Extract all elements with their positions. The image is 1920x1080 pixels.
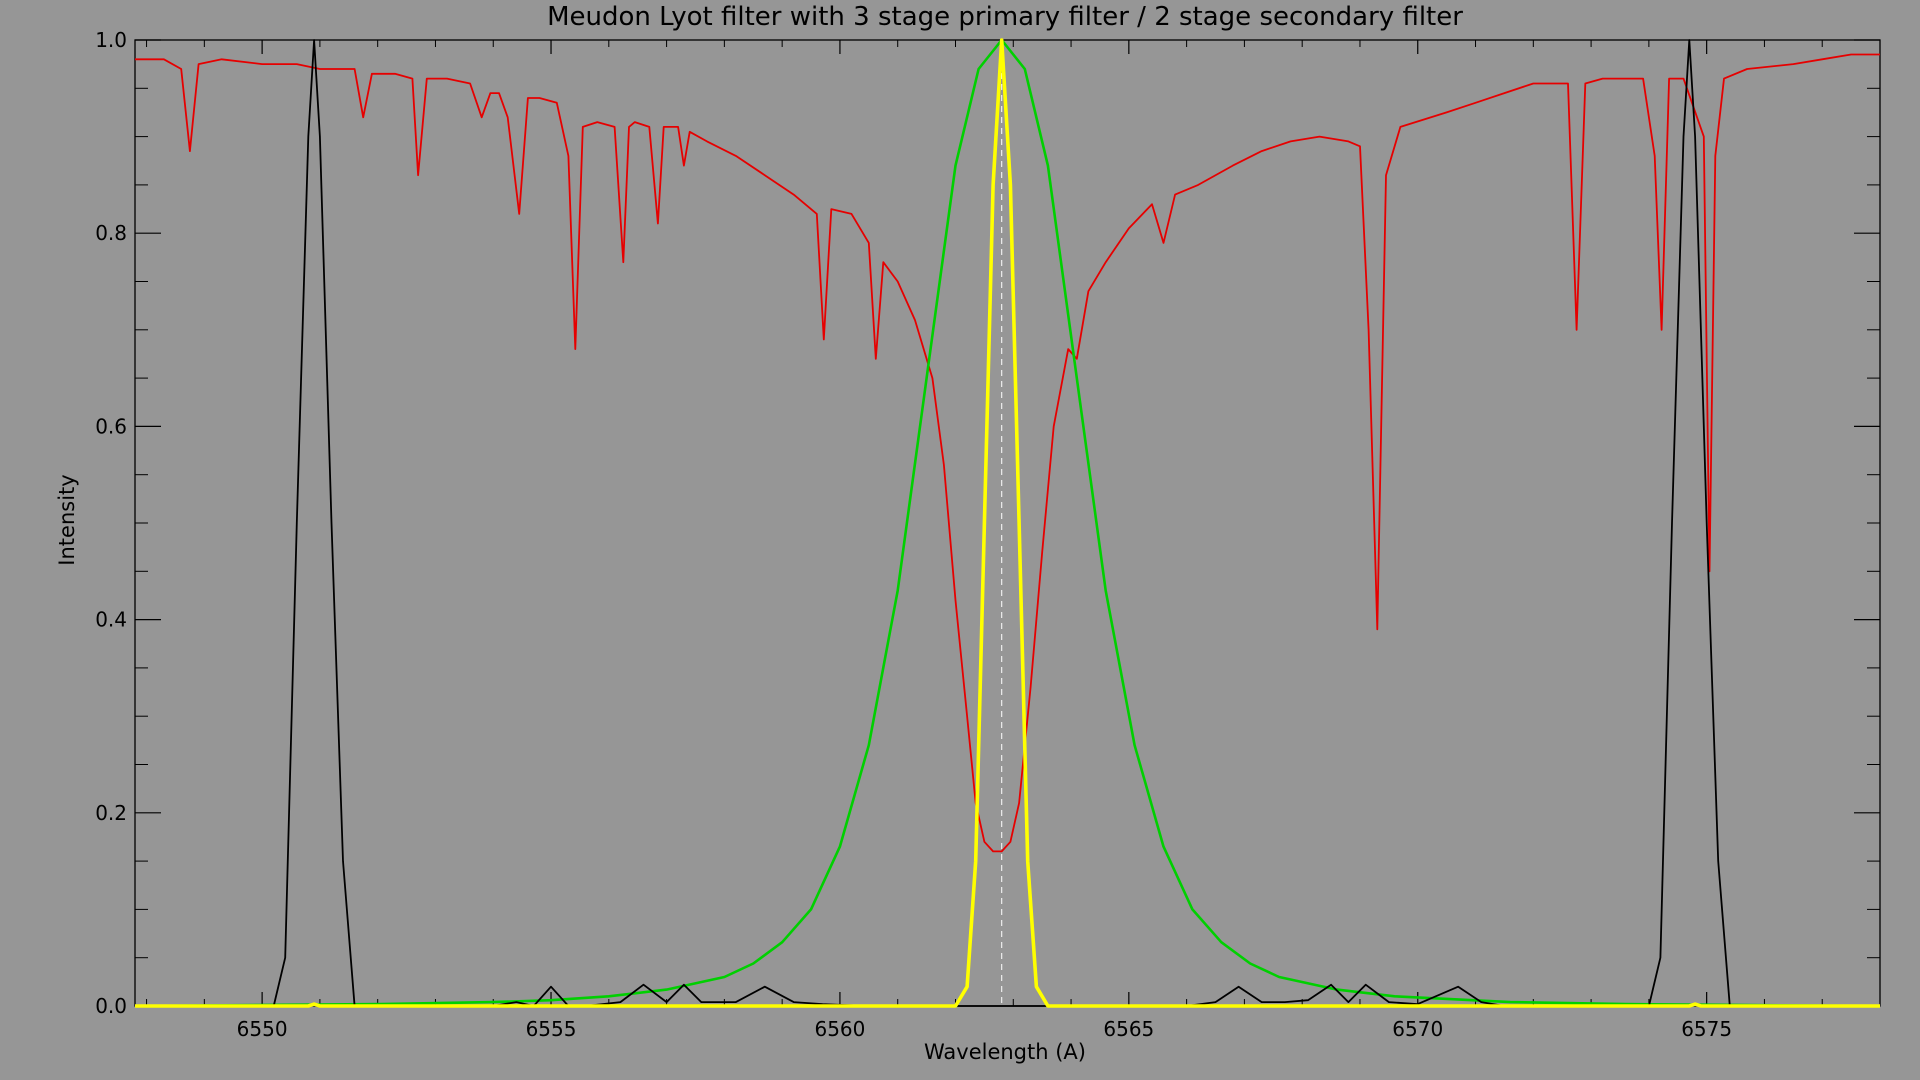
series-line-yellow xyxy=(135,38,1880,1008)
axis-ticks-layer xyxy=(135,39,1881,1007)
x-tick-label: 6575 xyxy=(1681,1017,1732,1041)
x-tick-label: 6555 xyxy=(526,1017,577,1041)
series-layer xyxy=(134,38,1881,1008)
y-tick-label: 0.4 xyxy=(95,608,127,632)
x-tick-label: 6560 xyxy=(814,1017,865,1041)
plot-frame xyxy=(134,39,1881,1007)
x-tick-label: 6570 xyxy=(1392,1017,1443,1041)
chart-title: Meudon Lyot filter with 3 stage primary … xyxy=(547,2,1463,32)
tick-labels-layer: 0.0 0.2 0.4 0.6 0.8 1.0 6550 6555 6560 6565 6570 65… xyxy=(95,28,1732,1041)
series-line-black xyxy=(135,39,1880,1007)
y-tick-label: 0.6 xyxy=(95,414,127,438)
y-axis-label: Intensity xyxy=(55,474,79,565)
x-tick-label: 6550 xyxy=(237,1017,288,1041)
plot-frame-layer xyxy=(134,39,1881,1007)
y-tick-label: 0.0 xyxy=(95,994,127,1018)
y-tick-label: 0.2 xyxy=(95,801,127,825)
y-tick-label: 1.0 xyxy=(95,28,127,52)
series-line-red xyxy=(135,53,1880,853)
y-tick-label: 0.8 xyxy=(95,221,127,245)
x-tick-label: 6565 xyxy=(1103,1017,1154,1041)
x-axis-label: Wavelength (A) xyxy=(924,1040,1086,1064)
series-line-green xyxy=(134,38,1881,1008)
